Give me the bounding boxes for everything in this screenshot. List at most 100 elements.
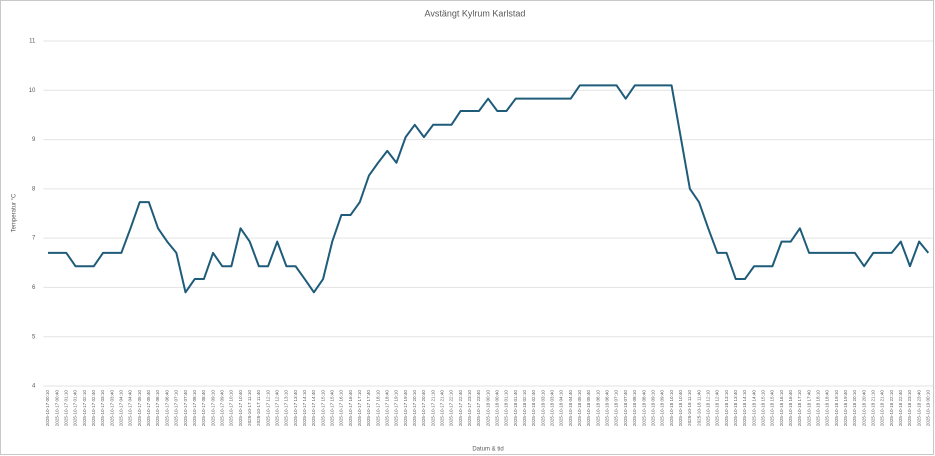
y-axis-label: Temperatur °C (12, 193, 18, 232)
x-tick-label: 2025-10-18 06:10 (595, 390, 600, 427)
x-tick-label: 2025-10-18 23:10 (907, 390, 912, 427)
x-tick-label: 2025-10-17 23:40 (476, 390, 481, 427)
x-tick-label: 2025-10-17 03:10 (100, 390, 105, 427)
x-tick-label: 2025-10-18 19:10 (834, 390, 839, 427)
chart-title: Avstängt Kylrum Karlstad (425, 8, 526, 18)
x-tick-label: 2025-10-17 19:10 (394, 390, 399, 427)
x-tick-label: 2025-10-17 21:40 (440, 390, 445, 427)
x-tick-label: 2025-10-18 14:40 (751, 390, 756, 427)
x-tick-label: 2025-10-17 22:40 (458, 390, 463, 427)
x-tick-label: 2025-10-17 21:10 (430, 390, 435, 427)
x-tick-label: 2025-10-18 08:40 (641, 390, 646, 427)
x-tick-label: 2025-10-17 07:10 (174, 390, 179, 427)
x-tick-label: 2025-10-17 17:40 (366, 390, 371, 427)
x-tick-label: 2025-10-18 21:40 (880, 390, 885, 427)
x-tick-label: 2025-10-18 11:10 (687, 390, 692, 426)
x-tick-label: 2025-10-18 11:40 (696, 390, 701, 426)
x-tick-label: 2025-10-18 15:40 (770, 390, 775, 427)
x-axis-label: Datum & tid (472, 447, 503, 453)
x-tick-label: 2025-10-18 14:10 (742, 390, 747, 427)
x-tick-label: 2025-10-18 20:40 (861, 390, 866, 427)
x-tick-label: 2025-10-18 09:10 (650, 390, 655, 427)
x-tick-label: 2025-10-17 06:40 (164, 390, 169, 427)
x-tick-label: 2025-10-17 05:40 (146, 390, 151, 427)
x-tick-label: 2025-10-17 01:10 (64, 390, 69, 427)
x-tick-label: 2025-10-18 21:10 (871, 390, 876, 427)
x-tick-label: 2025-10-17 16:10 (339, 390, 344, 427)
x-tick-label: 2025-10-17 11:10 (247, 390, 252, 426)
x-tick-label: 2025-10-18 13:10 (724, 390, 729, 427)
x-tick-label: 2025-10-17 06:10 (155, 390, 160, 427)
x-tick-label: 2025-10-17 18:10 (375, 390, 380, 427)
line-series (47, 84, 930, 294)
x-tick-label: 2025-10-18 00:10 (485, 390, 490, 427)
x-tick-label: 2025-10-17 10:10 (229, 390, 234, 427)
x-tick-label: 2025-10-18 02:10 (522, 390, 527, 427)
x-tick-label: 2025-10-18 02:40 (531, 390, 536, 427)
x-tick-label: 2025-10-17 02:10 (82, 390, 87, 427)
x-tick-label: 2025-10-17 05:10 (137, 390, 142, 427)
x-tick-label: 2025-10-18 07:40 (623, 390, 628, 427)
x-tick-label: 2025-10-17 11:40 (256, 390, 261, 426)
x-tick-label: 2025-10-18 13:40 (733, 390, 738, 427)
x-tick-label: 2025-10-18 05:40 (586, 390, 591, 427)
y-tick-label: 6 (32, 285, 36, 291)
x-tick-label: 2025-10-17 04:40 (128, 390, 133, 427)
x-tick-label: 2025-10-17 07:40 (183, 390, 188, 427)
x-tick-label: 2025-10-17 12:40 (274, 390, 279, 427)
x-tick-label: 2025-10-17 22:10 (449, 390, 454, 427)
y-tick-label: 11 (29, 39, 36, 45)
x-tick-label: 2025-10-18 18:40 (825, 390, 830, 427)
x-tick-label: 2025-10-19 00:10 (926, 390, 931, 427)
x-tick-label: 2025-10-17 20:40 (421, 390, 426, 427)
x-tick-label: 2025-10-17 13:10 (284, 390, 289, 427)
x-tick-label: 2025-10-17 00:40 (54, 390, 59, 427)
y-tick-label: 4 (32, 384, 36, 390)
x-tick-label: 2025-10-17 15:40 (329, 390, 334, 427)
x-tick-label: 2025-10-18 15:10 (760, 390, 765, 427)
x-tick-label: 2025-10-18 04:40 (568, 390, 573, 427)
x-tick-label: 2025-10-17 17:10 (357, 390, 362, 427)
x-tick-label: 2025-10-17 14:10 (302, 390, 307, 427)
x-tick-label: 2025-10-18 04:10 (559, 390, 564, 427)
x-tick-label: 2025-10-17 13:40 (293, 390, 298, 427)
y-tick-label: 7 (32, 236, 36, 242)
x-tick-label: 2025-10-18 16:10 (779, 390, 784, 427)
x-tick-label: 2025-10-17 15:10 (320, 390, 325, 427)
x-tick-label: 2025-10-17 20:10 (412, 390, 417, 427)
x-tick-label: 2025-10-18 01:40 (513, 390, 518, 427)
x-tick-label: 2025-10-18 06:40 (605, 390, 610, 427)
x-tick-label: 2025-10-18 07:10 (614, 390, 619, 427)
x-tick-label: 2025-10-17 08:10 (192, 390, 197, 427)
x-tick-label: 2025-10-17 02:40 (91, 390, 96, 427)
x-tick-label: 2025-10-18 18:10 (815, 390, 820, 427)
x-tick-label: 2025-10-17 09:40 (219, 390, 224, 427)
x-tick-label: 2025-10-18 20:10 (852, 390, 857, 427)
x-tick-label: 2025-10-18 19:40 (843, 390, 848, 427)
x-tick-label: 2025-10-17 16:40 (348, 390, 353, 427)
x-tick-label: 2025-10-18 12:10 (705, 390, 710, 427)
x-tick-label: 2025-10-18 23:40 (916, 390, 921, 427)
x-tick-label: 2025-10-17 04:10 (119, 390, 124, 427)
x-tick-label: 2025-10-17 10:40 (238, 390, 243, 427)
x-tick-label: 2025-10-18 09:40 (660, 390, 665, 427)
x-tick-label: 2025-10-17 14:40 (311, 390, 316, 427)
x-tick-label: 2025-10-17 01:40 (73, 390, 78, 427)
x-tick-label: 2025-10-17 12:10 (265, 390, 270, 427)
x-tick-label: 2025-10-18 22:10 (889, 390, 894, 427)
x-tick-label: 2025-10-18 17:10 (797, 390, 802, 427)
x-tick-label: 2025-10-17 03:40 (109, 390, 114, 427)
x-tick-label: 2025-10-17 00:10 (45, 390, 50, 427)
x-tick-label: 2025-10-18 05:10 (577, 390, 582, 427)
x-tick-label: 2025-10-18 22:40 (898, 390, 903, 427)
x-tick-label: 2025-10-17 19:40 (403, 390, 408, 427)
x-tick-label: 2025-10-18 08:10 (632, 390, 637, 427)
x-tick-label: 2025-10-17 08:40 (201, 390, 206, 427)
x-tick-label: 2025-10-18 00:40 (495, 390, 500, 427)
x-tick-label: 2025-10-18 03:40 (550, 390, 555, 427)
x-tick-label: 2025-10-17 09:10 (210, 390, 215, 427)
x-tick-label: 2025-10-18 01:10 (504, 390, 509, 427)
